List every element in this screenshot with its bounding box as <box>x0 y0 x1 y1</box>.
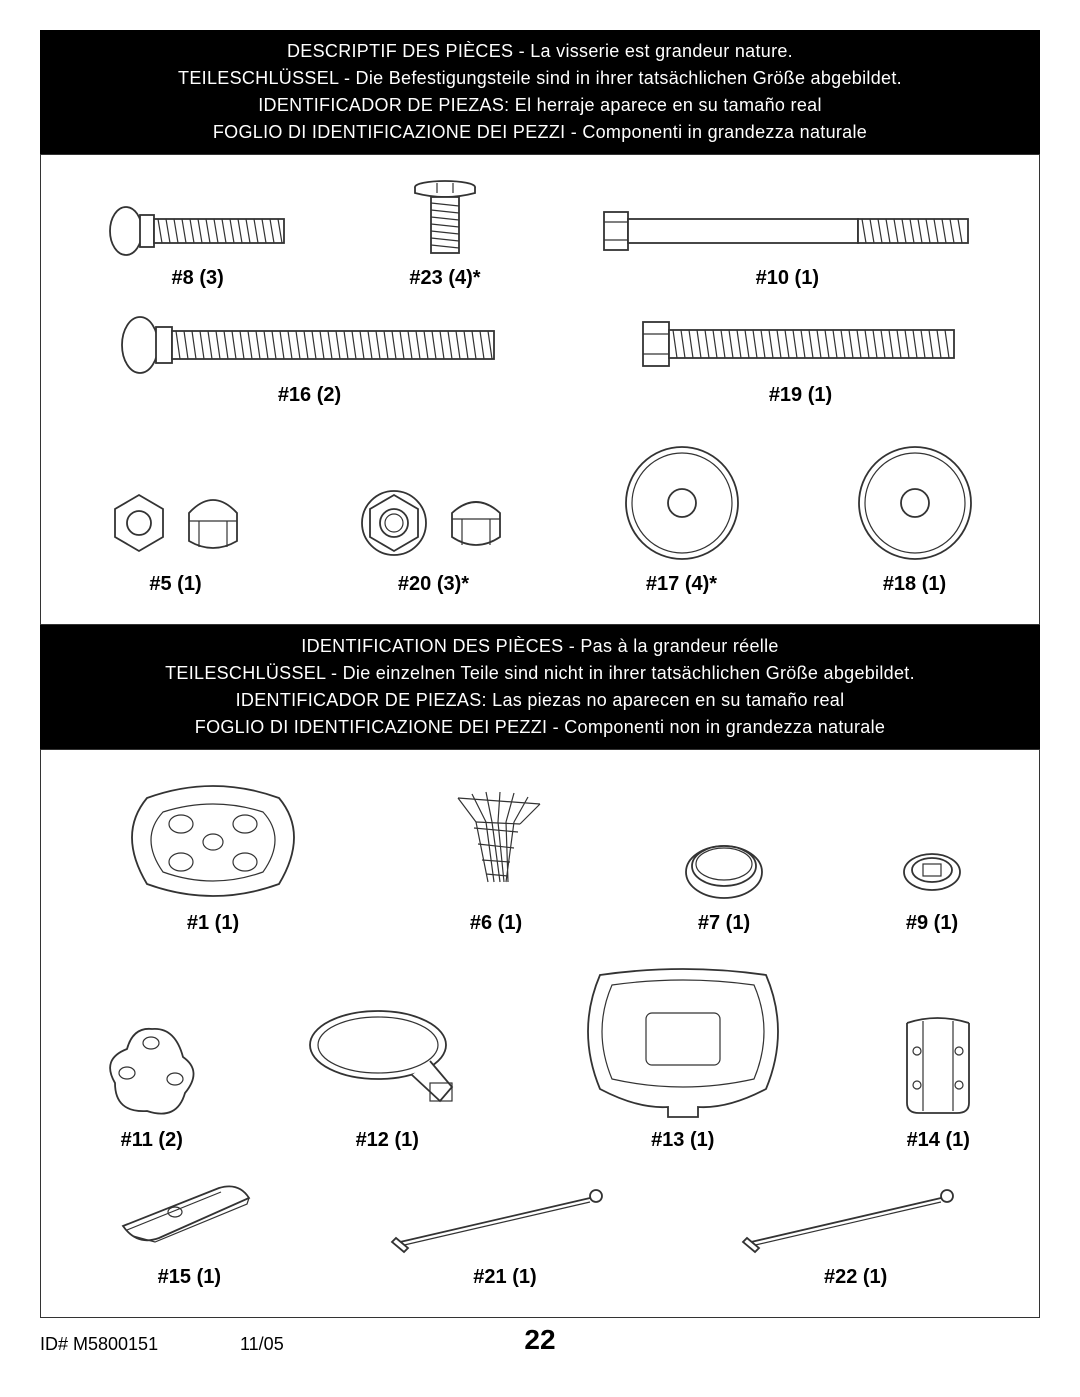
part-11-label: #11 (2) <box>121 1129 183 1152</box>
knob-icon <box>97 1021 207 1121</box>
part-20: #20 (3)* <box>354 485 514 596</box>
hardware-box: #8 (3) #23 (4)* <box>40 154 1040 625</box>
header1-line1: DESCRIPTIF DES PIÈCES - La visserie est … <box>46 38 1034 65</box>
nut-pair-icon <box>101 485 251 565</box>
hardware-row-1: #8 (3) #23 (4)* <box>59 179 1021 290</box>
hex-bolt-long-icon <box>602 204 972 259</box>
parts-row-3: #15 (1) #21 (1) #22 (1) <box>59 1178 1021 1289</box>
header2-line2: TEILESCHLÜSSEL - Die einzelnen Teile sin… <box>46 660 1034 687</box>
part-1-label: #1 (1) <box>187 912 239 935</box>
part-9: #9 (1) <box>897 844 967 935</box>
carriage-bolt-short-icon <box>108 204 288 259</box>
part-14: #14 (1) <box>893 1011 983 1152</box>
header2-line4: FOGLIO DI IDENTIFICAZIONE DEI PEZZI - Co… <box>46 714 1034 741</box>
rim-icon <box>302 1001 472 1121</box>
page: DESCRIPTIF DES PIÈCES - La visserie est … <box>0 0 1080 1384</box>
part-11: #11 (2) <box>97 1021 207 1152</box>
part-7-label: #7 (1) <box>698 912 750 935</box>
flange-bolt-icon <box>405 179 485 259</box>
hex-bolt-med-icon <box>641 314 961 376</box>
header-banner-2: IDENTIFICATION DES PIÈCES - Pas à la gra… <box>40 625 1040 749</box>
washer-large2-icon <box>850 445 980 565</box>
plate-icon <box>109 1178 269 1258</box>
part-22: #22 (1) <box>741 1188 971 1289</box>
part-16: #16 (2) <box>120 314 500 407</box>
part-19-label: #19 (1) <box>769 384 832 407</box>
part-6-label: #6 (1) <box>470 912 522 935</box>
parts-box: #1 (1) #6 (1) <box>40 749 1040 1318</box>
cap-icon <box>679 834 769 904</box>
rod-long-icon <box>390 1188 620 1258</box>
part-1: #1 (1) <box>113 774 313 935</box>
parts-row-2: #11 (2) #12 (1) #13 (1) <box>59 961 1021 1152</box>
part-19: #19 (1) <box>641 314 961 407</box>
header1-line2: TEILESCHLÜSSEL - Die Befestigungsteile s… <box>46 65 1034 92</box>
part-22-label: #22 (1) <box>824 1266 887 1289</box>
header2-line3: IDENTIFICADOR DE PIEZAS: Las piezas no a… <box>46 687 1034 714</box>
part-5-label: #5 (1) <box>149 573 201 596</box>
part-18-label: #18 (1) <box>883 573 946 596</box>
footer-date: 11/05 <box>240 1334 284 1355</box>
parts-row-1: #1 (1) #6 (1) <box>59 774 1021 935</box>
part-17-label: #17 (4)* <box>646 573 717 596</box>
base-icon <box>113 774 313 904</box>
net-icon <box>441 784 551 904</box>
hardware-row-2: #16 (2) #19 (1) <box>59 314 1021 407</box>
part-7: #7 (1) <box>679 834 769 935</box>
part-23-label: #23 (4)* <box>409 267 480 290</box>
part-8-label: #8 (3) <box>172 267 224 290</box>
part-18: #18 (1) <box>850 445 980 596</box>
plug-icon <box>897 844 967 904</box>
part-14-label: #14 (1) <box>907 1129 970 1152</box>
locknut-pair-icon <box>354 485 514 565</box>
part-6: #6 (1) <box>441 784 551 935</box>
part-13-label: #13 (1) <box>651 1129 714 1152</box>
page-number: 22 <box>524 1324 555 1356</box>
part-16-label: #16 (2) <box>278 384 341 407</box>
part-10-label: #10 (1) <box>756 267 819 290</box>
part-20-label: #20 (3)* <box>398 573 469 596</box>
part-9-label: #9 (1) <box>906 912 958 935</box>
part-17: #17 (4)* <box>617 445 747 596</box>
part-13: #13 (1) <box>568 961 798 1152</box>
part-12-label: #12 (1) <box>356 1129 419 1152</box>
part-8: #8 (3) <box>108 204 288 290</box>
hardware-row-3: #5 (1) #20 (3)* <box>59 445 1021 596</box>
header2-line1: IDENTIFICATION DES PIÈCES - Pas à la gra… <box>46 633 1034 660</box>
part-15: #15 (1) <box>109 1178 269 1289</box>
part-23: #23 (4)* <box>405 179 485 290</box>
bracket-icon <box>893 1011 983 1121</box>
footer: ID# M5800151 11/05 22 <box>40 1324 1040 1364</box>
washer-large-icon <box>617 445 747 565</box>
part-21-label: #21 (1) <box>473 1266 536 1289</box>
part-12: #12 (1) <box>302 1001 472 1152</box>
backboard-icon <box>568 961 798 1121</box>
footer-id: ID# M5800151 <box>40 1334 158 1355</box>
header1-line4: FOGLIO DI IDENTIFICAZIONE DEI PEZZI - Co… <box>46 119 1034 146</box>
rod-long2-icon <box>741 1188 971 1258</box>
part-5: #5 (1) <box>101 485 251 596</box>
header1-line3: IDENTIFICADOR DE PIEZAS: El herraje apar… <box>46 92 1034 119</box>
carriage-bolt-long-icon <box>120 314 500 376</box>
header-banner-1: DESCRIPTIF DES PIÈCES - La visserie est … <box>40 30 1040 154</box>
part-21: #21 (1) <box>390 1188 620 1289</box>
part-15-label: #15 (1) <box>158 1266 221 1289</box>
part-10: #10 (1) <box>602 204 972 290</box>
